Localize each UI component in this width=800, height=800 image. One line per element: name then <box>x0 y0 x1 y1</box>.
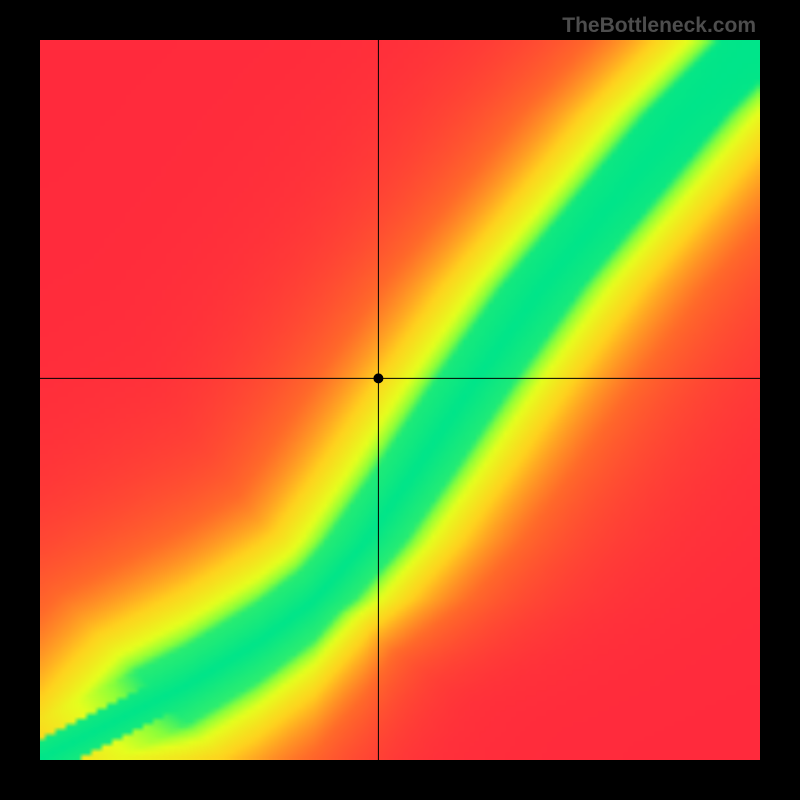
chart-container: TheBottleneck.com <box>0 0 800 800</box>
watermark-text: TheBottleneck.com <box>562 14 756 38</box>
bottleneck-heatmap <box>40 40 760 760</box>
